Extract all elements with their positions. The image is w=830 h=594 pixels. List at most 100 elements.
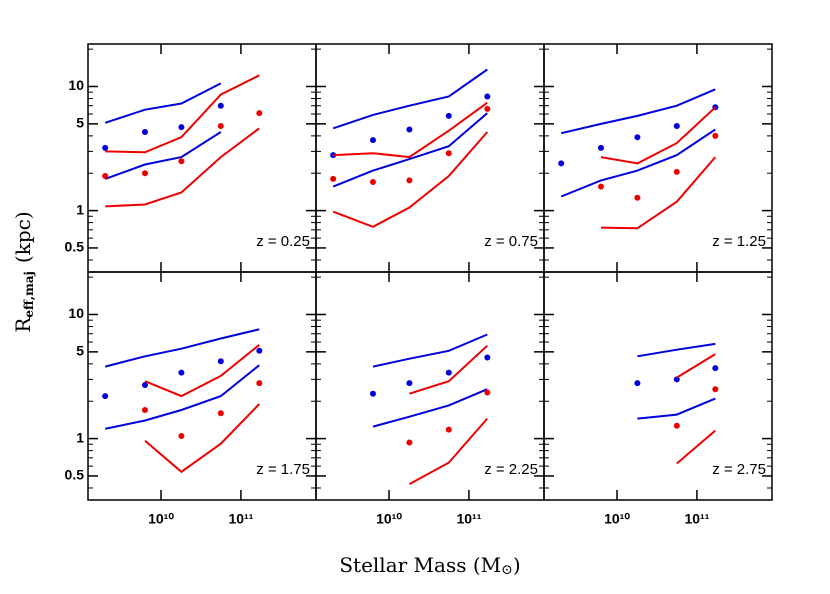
median-dot <box>712 365 719 372</box>
median-dot <box>330 175 337 182</box>
median-dot <box>217 358 224 365</box>
median-dot <box>673 123 680 130</box>
range-line <box>637 397 716 420</box>
median-dot <box>445 426 452 433</box>
y-tick-label: 10 <box>68 77 84 93</box>
x-axis-label: Stellar Mass (M⊙) <box>339 553 520 579</box>
median-dot <box>597 183 604 190</box>
median-dot <box>369 137 376 144</box>
y-axis-label: Reff,maj (kpc) <box>11 211 36 332</box>
x-tick-label: 10¹¹ <box>684 511 709 527</box>
median-dot <box>256 380 263 387</box>
range-line <box>408 417 489 485</box>
range-line <box>676 429 716 465</box>
range-line <box>333 101 488 159</box>
range-line <box>560 88 716 135</box>
median-dot <box>102 172 109 179</box>
range-line <box>637 342 716 358</box>
y-label-unit: (kpc) <box>11 211 35 263</box>
y-tick-label: 0.5 <box>65 467 85 483</box>
median-dot <box>484 105 491 112</box>
median-dot <box>634 134 641 141</box>
range-line <box>104 131 222 180</box>
y-tick-label: 5 <box>76 343 84 359</box>
range-line <box>372 333 488 368</box>
median-dot <box>369 390 376 397</box>
range-line <box>105 74 260 154</box>
x-label-sun: ⊙ <box>501 562 513 578</box>
redshift-label: z = 2.25 <box>484 461 538 478</box>
median-dot <box>256 110 263 117</box>
median-dot <box>217 410 224 417</box>
median-dot <box>178 158 185 165</box>
y-tick-label: 5 <box>76 115 84 131</box>
median-dot <box>102 144 109 151</box>
median-dot <box>712 386 719 393</box>
range-line <box>600 106 716 165</box>
median-dot <box>217 123 224 130</box>
median-dot <box>445 369 452 376</box>
median-dot <box>141 170 148 177</box>
median-dot <box>484 389 491 396</box>
median-dot <box>178 432 185 439</box>
median-dot <box>673 168 680 175</box>
x-tick-label: 10¹⁰ <box>148 511 174 527</box>
redshift-label: z = 1.25 <box>712 233 766 250</box>
median-dot <box>406 439 413 446</box>
median-dot <box>178 124 185 131</box>
median-dot <box>634 380 641 387</box>
median-dot <box>217 102 224 109</box>
redshift-label: z = 0.25 <box>256 233 310 250</box>
median-dot <box>141 128 148 135</box>
range-line <box>332 68 488 130</box>
x-tick-label: 10¹⁰ <box>604 511 630 527</box>
range-line <box>104 364 260 430</box>
median-dot <box>445 112 452 119</box>
redshift-label: z = 2.75 <box>712 461 766 478</box>
y-tick-label: 1 <box>76 201 84 217</box>
range-line <box>560 128 716 198</box>
median-dot <box>445 150 452 157</box>
y-tick-label: 0.5 <box>65 239 85 255</box>
range-line <box>104 82 222 124</box>
range-line <box>104 328 260 368</box>
range-line <box>600 156 717 230</box>
y-tick-label: 1 <box>76 429 84 445</box>
median-dot <box>256 347 263 354</box>
x-label-main: Stellar Mass (M <box>339 553 501 577</box>
range-line <box>144 403 261 474</box>
median-dot <box>597 144 604 151</box>
redshift-label: z = 1.75 <box>256 461 310 478</box>
range-line <box>676 353 716 379</box>
x-tick-label: 10¹⁰ <box>376 511 402 527</box>
median-dot <box>141 406 148 413</box>
median-dot <box>712 132 719 139</box>
median-dot <box>673 376 680 383</box>
median-dot <box>406 126 413 133</box>
x-tick-label: 10¹¹ <box>456 511 481 527</box>
range-line <box>409 344 488 395</box>
x-tick-label: 10¹¹ <box>228 511 253 527</box>
median-dot <box>330 152 337 159</box>
range-line <box>332 131 489 228</box>
y-tick-label: 10 <box>68 305 84 321</box>
range-line <box>144 344 260 398</box>
range-line <box>332 112 488 188</box>
median-dot <box>673 422 680 429</box>
y-label-sub: eff,maj <box>22 271 36 317</box>
median-dot <box>102 393 109 400</box>
range-line <box>105 127 260 208</box>
x-label-close: ) <box>513 553 521 577</box>
median-dot <box>634 194 641 201</box>
median-dot <box>558 160 565 167</box>
y-label-main: R <box>11 317 35 333</box>
range-line <box>372 388 488 428</box>
redshift-label: z = 0.75 <box>484 233 538 250</box>
median-dot <box>178 369 185 376</box>
median-dot <box>369 178 376 185</box>
median-dot <box>406 380 413 387</box>
panel-frame <box>543 271 773 501</box>
median-dot <box>484 93 491 100</box>
median-dot <box>141 382 148 389</box>
